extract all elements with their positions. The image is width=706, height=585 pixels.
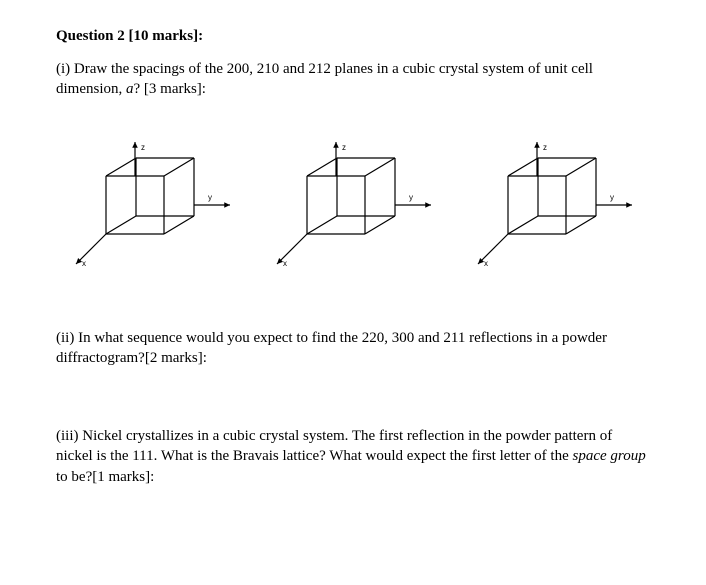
cube-diagram-1: z y x [62, 134, 242, 284]
cube-diagram-3: z y x [464, 134, 644, 284]
part-i-variable: a [126, 81, 134, 97]
part-iii-variable: space group [573, 448, 646, 464]
svg-text:y: y [208, 193, 212, 202]
part-iii-prefix: (iii) Nickel crystallizes in a cubic cry… [56, 428, 612, 464]
part-iii-text: (iii) Nickel crystallizes in a cubic cry… [56, 426, 650, 487]
document-page: Question 2 [10 marks]: (i) Draw the spac… [0, 0, 706, 519]
vertical-gap [56, 380, 650, 426]
part-i-suffix: ? [3 marks]: [134, 81, 206, 97]
cube-diagram-row: z y x z y x z y x [56, 134, 650, 284]
part-ii-text: (ii) In what sequence would you expect t… [56, 328, 650, 369]
part-i-text: (i) Draw the spacings of the 200, 210 an… [56, 59, 650, 100]
svg-text:z: z [543, 143, 547, 152]
question-title: Question 2 [10 marks]: [56, 28, 650, 45]
svg-text:z: z [342, 143, 346, 152]
cube-diagram-2: z y x [263, 134, 443, 284]
svg-text:y: y [409, 193, 413, 202]
svg-text:y: y [610, 193, 614, 202]
part-iii-suffix: to be?[1 marks]: [56, 469, 154, 485]
svg-text:x: x [82, 259, 86, 268]
svg-text:x: x [283, 259, 287, 268]
svg-text:z: z [141, 143, 145, 152]
svg-text:x: x [484, 259, 488, 268]
